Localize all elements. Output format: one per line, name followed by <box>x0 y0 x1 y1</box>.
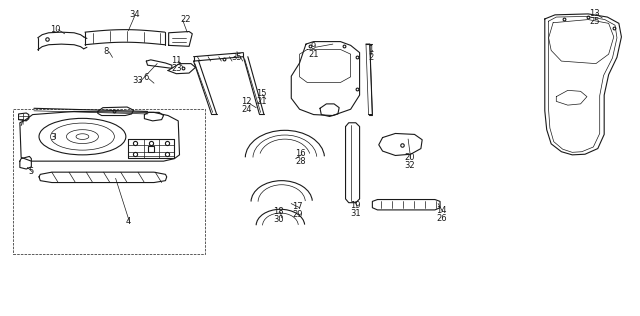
Text: 33: 33 <box>132 76 143 85</box>
Text: 4: 4 <box>126 217 131 226</box>
Text: 17: 17 <box>292 202 303 211</box>
Text: 9: 9 <box>311 42 316 51</box>
Text: 21: 21 <box>308 50 319 59</box>
Text: 35: 35 <box>232 53 243 62</box>
Text: 12: 12 <box>241 98 252 106</box>
Text: 13: 13 <box>589 9 600 18</box>
Text: 24: 24 <box>241 105 252 114</box>
Text: 7: 7 <box>19 119 24 128</box>
Text: 11: 11 <box>171 56 182 65</box>
Text: 10: 10 <box>50 25 60 33</box>
Text: 20: 20 <box>404 153 415 162</box>
Text: 6: 6 <box>143 73 149 82</box>
Text: 32: 32 <box>404 161 415 170</box>
Text: 5: 5 <box>28 167 33 176</box>
Text: 3: 3 <box>51 133 56 142</box>
Text: 8: 8 <box>104 46 109 56</box>
Text: 34: 34 <box>129 10 140 19</box>
Text: 15: 15 <box>256 89 266 98</box>
Text: 22: 22 <box>180 15 191 24</box>
Text: 23: 23 <box>171 64 182 73</box>
Text: 1: 1 <box>369 45 374 54</box>
Text: 18: 18 <box>273 207 284 216</box>
Text: 28: 28 <box>296 157 306 166</box>
Text: 2: 2 <box>369 53 374 62</box>
Bar <box>13 109 205 254</box>
Text: 31: 31 <box>350 209 360 218</box>
Text: 16: 16 <box>296 149 306 158</box>
Text: 29: 29 <box>292 210 303 219</box>
Text: 30: 30 <box>273 215 284 224</box>
Text: 19: 19 <box>350 201 360 210</box>
Text: 25: 25 <box>589 17 600 26</box>
Text: 26: 26 <box>436 214 447 223</box>
Text: 21: 21 <box>256 97 266 106</box>
Text: 14: 14 <box>436 206 447 216</box>
